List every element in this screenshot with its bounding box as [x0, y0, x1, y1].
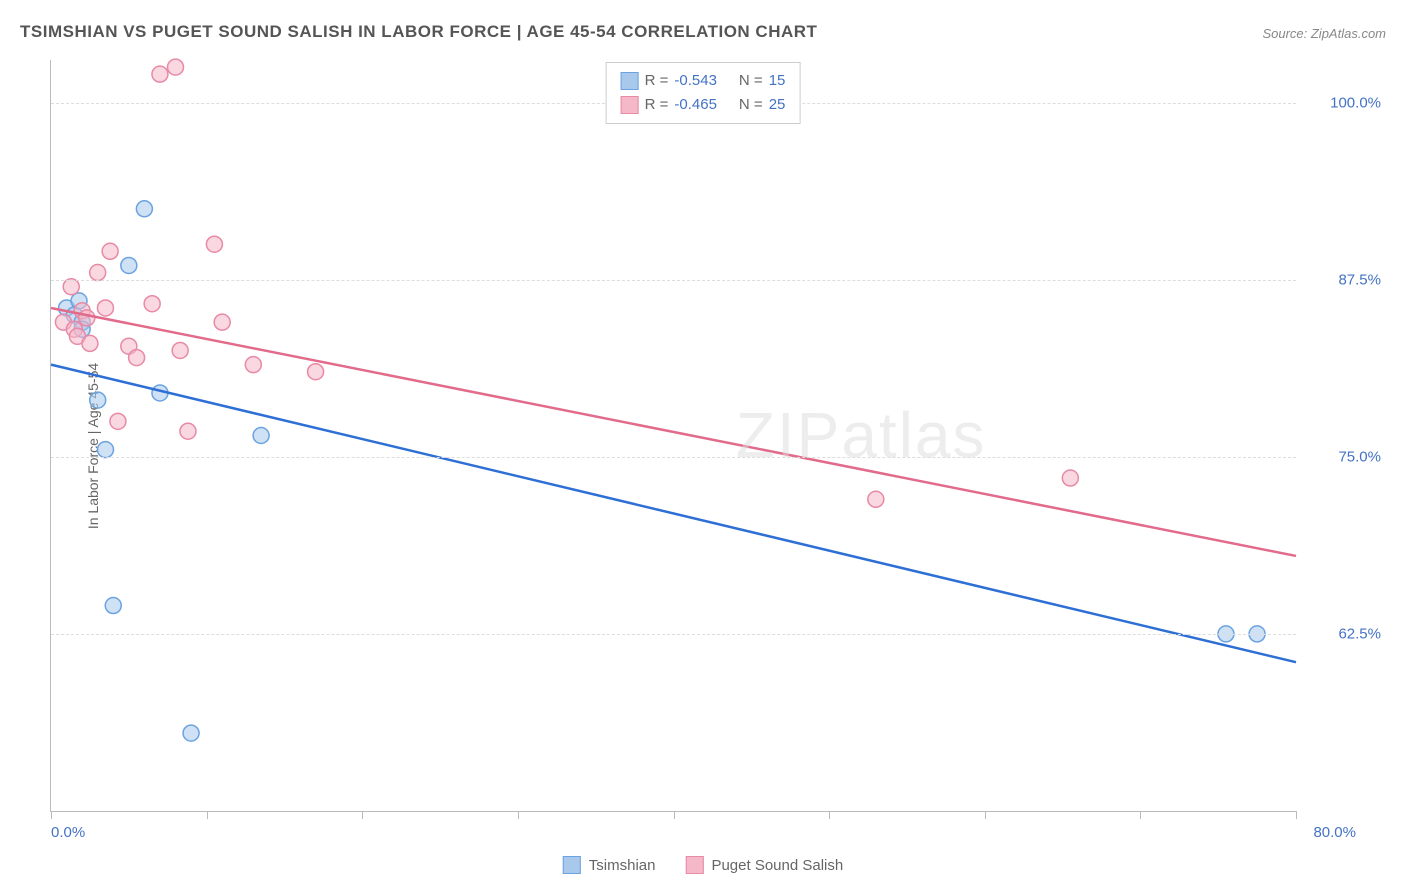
legend-row-puget: R = -0.465 N = 25 [621, 93, 786, 117]
data-point [214, 314, 230, 330]
legend-n-value-2: 25 [769, 93, 786, 117]
x-tick [829, 811, 830, 819]
data-point [172, 342, 188, 358]
y-tick-label: 87.5% [1306, 271, 1381, 288]
legend-n-label: N = [739, 69, 763, 93]
x-tick [207, 811, 208, 819]
chart-plot-area: ZIPatlas 62.5%75.0%87.5%100.0%0.0%80.0% [50, 60, 1296, 812]
data-point [121, 257, 137, 273]
legend-row-tsimshian: R = -0.543 N = 15 [621, 69, 786, 93]
data-point [168, 59, 184, 75]
data-point [90, 265, 106, 281]
series-legend: Tsimshian Puget Sound Salish [563, 856, 843, 874]
data-point [79, 310, 95, 326]
legend-label: Tsimshian [589, 857, 656, 874]
data-point [136, 201, 152, 217]
data-point [102, 243, 118, 259]
chart-title: TSIMSHIAN VS PUGET SOUND SALISH IN LABOR… [20, 22, 817, 42]
legend-n-label: N = [739, 93, 763, 117]
gridline [51, 280, 1296, 281]
data-point [82, 335, 98, 351]
legend-n-value-1: 15 [769, 69, 786, 93]
data-point [97, 442, 113, 458]
legend-r-value-1: -0.543 [674, 69, 717, 93]
x-tick [51, 811, 52, 819]
scatter-plot-svg [51, 60, 1296, 811]
gridline [51, 457, 1296, 458]
data-point [180, 423, 196, 439]
legend-r-label: R = [645, 93, 669, 117]
data-point [152, 66, 168, 82]
legend-item-puget: Puget Sound Salish [685, 856, 843, 874]
data-point [97, 300, 113, 316]
legend-swatch-blue [563, 856, 581, 874]
legend-item-tsimshian: Tsimshian [563, 856, 656, 874]
x-tick [674, 811, 675, 819]
data-point [110, 413, 126, 429]
data-point [144, 296, 160, 312]
y-tick-label: 62.5% [1306, 625, 1381, 642]
data-point [245, 357, 261, 373]
y-tick-label: 75.0% [1306, 448, 1381, 465]
legend-r-value-2: -0.465 [674, 93, 717, 117]
legend-swatch-pink [685, 856, 703, 874]
legend-label: Puget Sound Salish [711, 857, 843, 874]
x-tick [1140, 811, 1141, 819]
legend-swatch-pink [621, 96, 639, 114]
x-tick [985, 811, 986, 819]
legend-r-label: R = [645, 69, 669, 93]
regression-line [51, 308, 1296, 556]
x-tick [362, 811, 363, 819]
regression-line [51, 365, 1296, 663]
y-tick-label: 100.0% [1306, 94, 1381, 111]
gridline [51, 634, 1296, 635]
data-point [105, 598, 121, 614]
data-point [183, 725, 199, 741]
data-point [868, 491, 884, 507]
x-axis-max-label: 80.0% [1313, 824, 1356, 841]
data-point [206, 236, 222, 252]
legend-swatch-blue [621, 72, 639, 90]
x-tick [1296, 811, 1297, 819]
x-axis-min-label: 0.0% [51, 824, 85, 841]
data-point [1062, 470, 1078, 486]
data-point [253, 428, 269, 444]
x-tick [518, 811, 519, 819]
data-point [308, 364, 324, 380]
source-attribution: Source: ZipAtlas.com [1262, 26, 1386, 41]
data-point [129, 350, 145, 366]
data-point [90, 392, 106, 408]
data-point [63, 279, 79, 295]
stats-legend: R = -0.543 N = 15 R = -0.465 N = 25 [606, 62, 801, 124]
